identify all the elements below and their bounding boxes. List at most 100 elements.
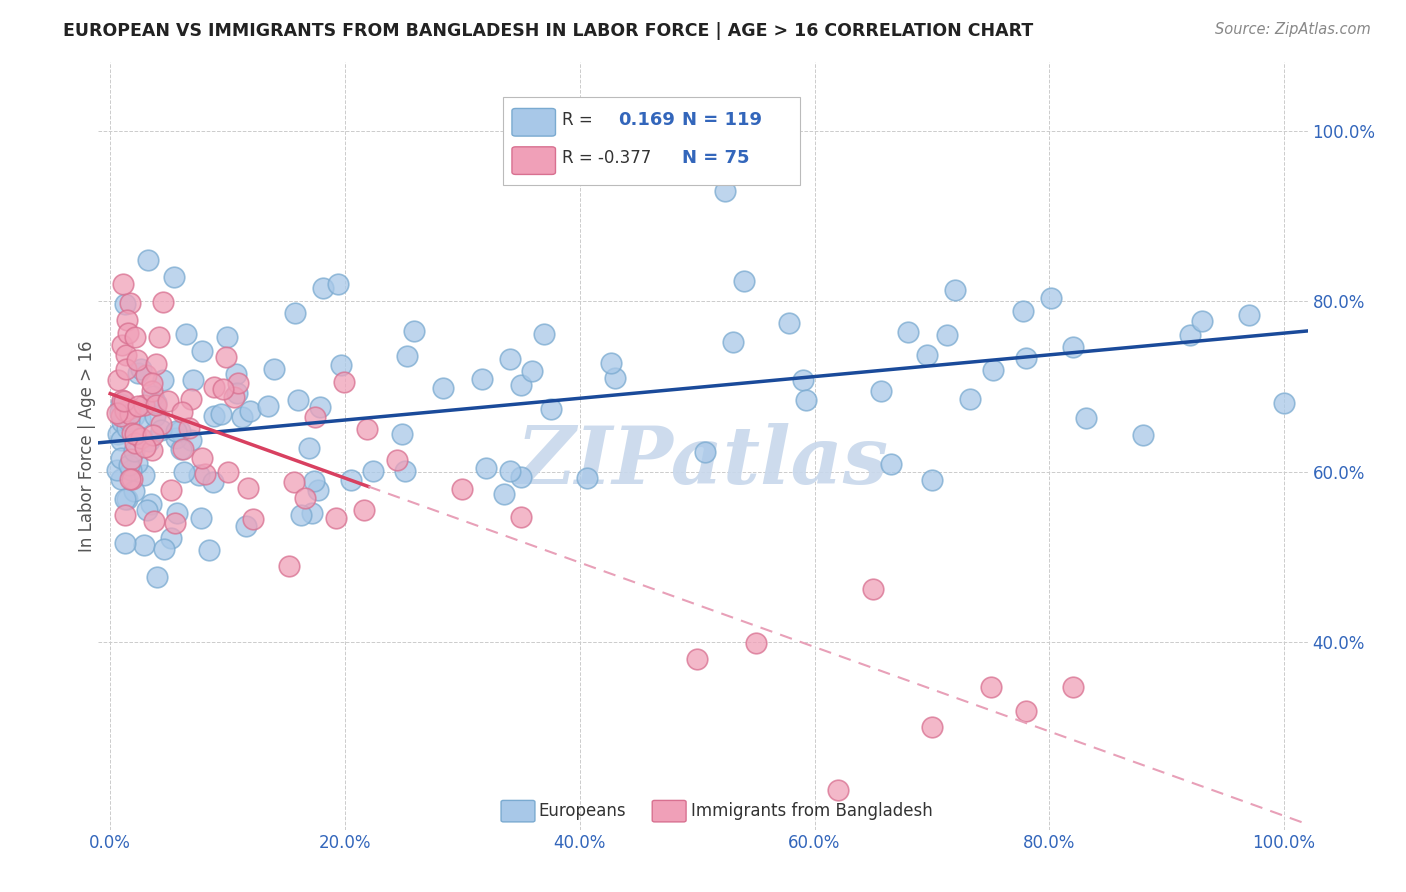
Point: [110, 397, 132, 411]
Point: [132, 398, 155, 412]
Point: [174, 326, 197, 341]
Point: [173, 465, 195, 479]
Point: [160, 483, 183, 497]
Point: [225, 367, 247, 381]
Point: [122, 409, 145, 423]
Point: [471, 372, 494, 386]
Point: [921, 473, 943, 487]
Point: [231, 409, 253, 424]
Point: [143, 514, 166, 528]
Point: [1132, 427, 1154, 442]
Point: [117, 326, 139, 340]
Text: 0.169: 0.169: [619, 111, 675, 129]
Point: [118, 458, 141, 472]
Point: [312, 281, 335, 295]
Point: [695, 445, 717, 459]
Point: [120, 296, 142, 310]
Point: [326, 277, 349, 292]
Point: [391, 427, 413, 442]
Point: [217, 466, 239, 480]
Point: [141, 384, 163, 398]
Point: [1076, 411, 1098, 425]
Point: [745, 636, 768, 650]
Point: [156, 393, 179, 408]
Point: [117, 313, 139, 327]
Point: [509, 377, 531, 392]
Text: EUROPEAN VS IMMIGRANTS FROM BANGLADESH IN LABOR FORCE | AGE > 16 CORRELATION CHA: EUROPEAN VS IMMIGRANTS FROM BANGLADESH I…: [63, 22, 1033, 40]
FancyBboxPatch shape: [503, 97, 800, 186]
Point: [353, 503, 375, 517]
Point: [165, 516, 187, 530]
Point: [120, 463, 142, 477]
Point: [298, 441, 321, 455]
Point: [165, 424, 187, 438]
Point: [1011, 303, 1033, 318]
Point: [533, 327, 555, 342]
Point: [120, 451, 142, 466]
Point: [124, 435, 146, 450]
Point: [118, 414, 141, 428]
Point: [139, 497, 162, 511]
Point: [402, 324, 425, 338]
Point: [111, 393, 134, 408]
Text: Source: ZipAtlas.com: Source: ZipAtlas.com: [1215, 22, 1371, 37]
Point: [142, 428, 165, 442]
Point: [333, 375, 356, 389]
FancyBboxPatch shape: [512, 147, 555, 175]
Point: [492, 487, 515, 501]
Point: [105, 406, 128, 420]
Point: [180, 392, 202, 406]
Point: [187, 468, 209, 483]
Point: [194, 467, 217, 482]
Point: [114, 362, 136, 376]
Point: [733, 274, 755, 288]
Point: [135, 368, 157, 382]
Point: [869, 384, 891, 398]
Point: [110, 434, 132, 448]
Y-axis label: In Labor Force | Age > 16: In Labor Force | Age > 16: [79, 340, 96, 552]
Point: [121, 472, 143, 486]
Point: [141, 388, 163, 402]
Point: [105, 462, 128, 476]
Point: [114, 403, 136, 417]
Point: [256, 400, 278, 414]
Point: [361, 464, 384, 478]
Point: [132, 468, 155, 483]
Point: [172, 442, 194, 457]
Point: [215, 350, 238, 364]
Point: [721, 335, 744, 350]
Point: [110, 450, 132, 465]
Point: [1272, 396, 1295, 410]
Point: [235, 518, 257, 533]
Point: [540, 401, 562, 416]
Point: [980, 680, 1002, 694]
Point: [111, 338, 134, 352]
Point: [131, 361, 153, 376]
Point: [212, 382, 235, 396]
Point: [395, 349, 418, 363]
Point: [198, 542, 221, 557]
Point: [394, 464, 416, 478]
Point: [204, 409, 226, 424]
Point: [510, 510, 533, 524]
Point: [301, 506, 323, 520]
Point: [1062, 340, 1084, 354]
Point: [170, 442, 193, 457]
Point: [827, 782, 849, 797]
Point: [277, 558, 299, 573]
Point: [226, 385, 249, 400]
Point: [121, 425, 143, 440]
Point: [329, 358, 352, 372]
Point: [129, 410, 152, 425]
Point: [959, 392, 981, 407]
Point: [149, 423, 172, 437]
Point: [1180, 328, 1202, 343]
Point: [145, 357, 167, 371]
Point: [897, 325, 920, 339]
Text: Europeans: Europeans: [538, 802, 626, 820]
Point: [304, 410, 326, 425]
Point: [520, 364, 543, 378]
Point: [209, 407, 232, 421]
Point: [107, 372, 129, 386]
Point: [713, 184, 735, 198]
